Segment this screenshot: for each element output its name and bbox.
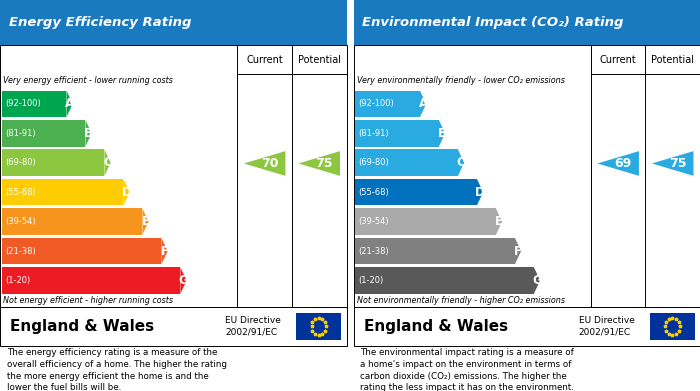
Text: Current: Current: [246, 55, 283, 65]
Polygon shape: [104, 149, 111, 176]
Polygon shape: [420, 91, 426, 117]
Text: (39-54): (39-54): [5, 217, 36, 226]
Text: C: C: [103, 156, 112, 169]
Bar: [355, 91, 420, 117]
Text: The energy efficiency rating is a measure of the
overall efficiency of a home. T: The energy efficiency rating is a measur…: [7, 348, 227, 391]
Text: 70: 70: [261, 157, 279, 170]
Text: A: A: [65, 97, 74, 110]
Text: (21-38): (21-38): [5, 247, 36, 256]
Text: D: D: [122, 186, 132, 199]
Text: Very environmentally friendly - lower CO₂ emissions: Very environmentally friendly - lower CO…: [357, 76, 565, 85]
Text: (55-68): (55-68): [5, 188, 36, 197]
Text: (39-54): (39-54): [358, 217, 389, 226]
Text: EU Directive
2002/91/EC: EU Directive 2002/91/EC: [579, 316, 635, 337]
Text: G: G: [178, 274, 188, 287]
Text: England & Wales: England & Wales: [10, 319, 155, 334]
Bar: [1, 238, 162, 264]
Text: (81-91): (81-91): [358, 129, 389, 138]
Text: F: F: [514, 244, 522, 258]
Bar: [1, 149, 104, 176]
Text: (69-80): (69-80): [358, 158, 389, 167]
Text: Not environmentally friendly - higher CO₂ emissions: Not environmentally friendly - higher CO…: [357, 296, 565, 305]
Text: Environmental Impact (CO₂) Rating: Environmental Impact (CO₂) Rating: [362, 16, 624, 29]
Polygon shape: [66, 91, 73, 117]
Text: (81-91): (81-91): [5, 129, 36, 138]
Bar: [296, 313, 342, 340]
Bar: [650, 313, 695, 340]
Polygon shape: [123, 179, 130, 205]
Polygon shape: [439, 120, 445, 147]
Text: (92-100): (92-100): [358, 99, 394, 108]
Text: (1-20): (1-20): [358, 276, 384, 285]
Polygon shape: [85, 120, 92, 147]
Polygon shape: [597, 151, 639, 176]
Polygon shape: [162, 238, 167, 264]
Polygon shape: [534, 267, 540, 294]
Bar: [355, 120, 439, 147]
Text: 75: 75: [316, 157, 333, 170]
Bar: [355, 238, 515, 264]
Bar: [354, 45, 700, 307]
Text: (55-68): (55-68): [358, 188, 389, 197]
Text: Not energy efficient - higher running costs: Not energy efficient - higher running co…: [4, 296, 174, 305]
Polygon shape: [298, 151, 340, 176]
Polygon shape: [244, 151, 286, 176]
Bar: [355, 208, 496, 235]
Bar: [0, 45, 346, 307]
Text: (92-100): (92-100): [5, 99, 41, 108]
Polygon shape: [496, 208, 502, 235]
Text: Potential: Potential: [651, 55, 694, 65]
Bar: [0, 307, 346, 346]
Text: Very energy efficient - lower running costs: Very energy efficient - lower running co…: [4, 76, 174, 85]
Bar: [1, 91, 66, 117]
Text: The environmental impact rating is a measure of
a home's impact on the environme: The environmental impact rating is a mea…: [360, 348, 574, 391]
Bar: [1, 179, 123, 205]
Polygon shape: [181, 267, 187, 294]
Text: (1-20): (1-20): [5, 276, 30, 285]
Text: A: A: [419, 97, 428, 110]
Polygon shape: [458, 149, 464, 176]
Bar: [0, 0, 346, 45]
Bar: [355, 149, 458, 176]
Text: E: E: [495, 215, 503, 228]
Text: E: E: [141, 215, 150, 228]
Text: B: B: [84, 127, 93, 140]
Bar: [1, 267, 181, 294]
Polygon shape: [515, 238, 521, 264]
Text: England & Wales: England & Wales: [364, 319, 508, 334]
Text: G: G: [532, 274, 542, 287]
Text: Energy Efficiency Rating: Energy Efficiency Rating: [8, 16, 191, 29]
Text: EU Directive
2002/91/EC: EU Directive 2002/91/EC: [225, 316, 281, 337]
Text: 75: 75: [669, 157, 687, 170]
Bar: [1, 120, 85, 147]
Bar: [1, 208, 142, 235]
Text: D: D: [475, 186, 485, 199]
Bar: [355, 179, 477, 205]
Bar: [354, 0, 700, 45]
Text: Current: Current: [600, 55, 636, 65]
Polygon shape: [652, 151, 694, 176]
Text: (69-80): (69-80): [5, 158, 36, 167]
Text: (21-38): (21-38): [358, 247, 389, 256]
Polygon shape: [477, 179, 483, 205]
Text: Potential: Potential: [298, 55, 341, 65]
Text: 69: 69: [615, 157, 632, 170]
Text: F: F: [160, 244, 169, 258]
Polygon shape: [142, 208, 148, 235]
Bar: [355, 267, 534, 294]
Text: C: C: [456, 156, 466, 169]
Text: B: B: [438, 127, 447, 140]
Bar: [354, 307, 700, 346]
